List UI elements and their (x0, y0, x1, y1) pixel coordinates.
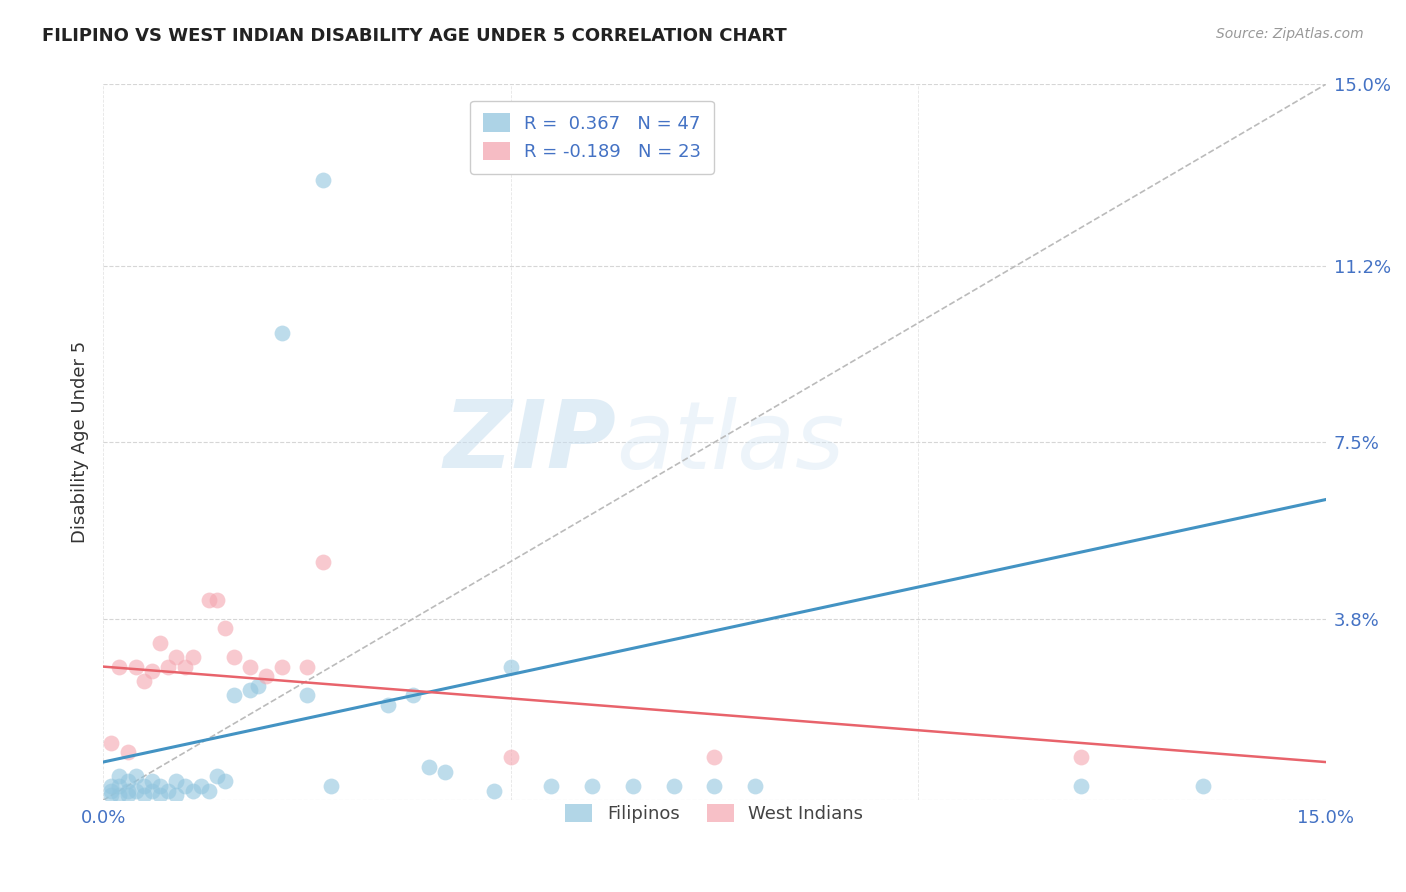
Point (100, 783, 122, 797)
Point (149, 779, 172, 793)
Point (198, 783, 221, 797)
Point (198, 592, 221, 607)
Point (181, 650, 204, 665)
Point (312, 173, 335, 187)
Point (125, 783, 148, 797)
Text: Source: ZipAtlas.com: Source: ZipAtlas.com (1216, 27, 1364, 41)
Point (157, 783, 180, 797)
Point (214, 774, 236, 789)
Point (499, 750, 522, 764)
Point (222, 650, 245, 665)
Point (117, 789, 139, 803)
Point (434, 764, 457, 779)
Point (703, 779, 725, 793)
Point (621, 779, 644, 793)
Text: ZIP: ZIP (444, 396, 617, 488)
Point (100, 736, 122, 750)
Point (239, 683, 262, 698)
Text: atlas: atlas (617, 397, 845, 488)
Text: FILIPINO VS WEST INDIAN DISABILITY AGE UNDER 5 CORRELATION CHART: FILIPINO VS WEST INDIAN DISABILITY AGE U… (42, 27, 787, 45)
Y-axis label: Disability Age Under 5: Disability Age Under 5 (72, 342, 89, 543)
Point (117, 783, 139, 797)
Point (239, 659, 262, 673)
Point (377, 698, 399, 712)
Point (166, 774, 188, 789)
Point (149, 636, 172, 650)
Point (173, 779, 195, 793)
Point (132, 673, 155, 688)
Legend: Filipinos, West Indians: Filipinos, West Indians (554, 793, 875, 834)
Point (166, 789, 188, 803)
Point (125, 769, 148, 783)
Point (108, 779, 131, 793)
Point (125, 659, 148, 673)
Point (100, 779, 122, 793)
Point (402, 688, 425, 702)
Point (108, 789, 131, 803)
Point (662, 779, 685, 793)
Point (312, 555, 335, 569)
Point (540, 779, 562, 793)
Point (703, 750, 725, 764)
Point (117, 774, 139, 789)
Point (1070, 750, 1092, 764)
Point (141, 774, 163, 789)
Point (141, 783, 163, 797)
Point (157, 659, 180, 673)
Point (1192, 779, 1215, 793)
Point (254, 669, 277, 683)
Point (181, 783, 204, 797)
Point (132, 779, 155, 793)
Point (222, 688, 245, 702)
Point (214, 622, 236, 636)
Point (141, 665, 163, 679)
Point (166, 650, 188, 665)
Point (132, 789, 155, 803)
Point (1070, 779, 1092, 793)
Point (205, 592, 228, 607)
Point (744, 779, 766, 793)
Point (295, 688, 318, 702)
Point (271, 326, 294, 340)
Point (149, 789, 172, 803)
Point (484, 783, 506, 797)
Point (246, 679, 269, 693)
Point (205, 769, 228, 783)
Point (108, 769, 131, 783)
Point (321, 779, 343, 793)
Point (108, 659, 131, 673)
Point (100, 789, 122, 803)
Point (117, 746, 139, 760)
Point (173, 659, 195, 673)
Point (499, 659, 522, 673)
Point (271, 659, 294, 673)
Point (418, 760, 440, 774)
Point (190, 779, 212, 793)
Point (581, 779, 603, 793)
Point (295, 659, 318, 673)
